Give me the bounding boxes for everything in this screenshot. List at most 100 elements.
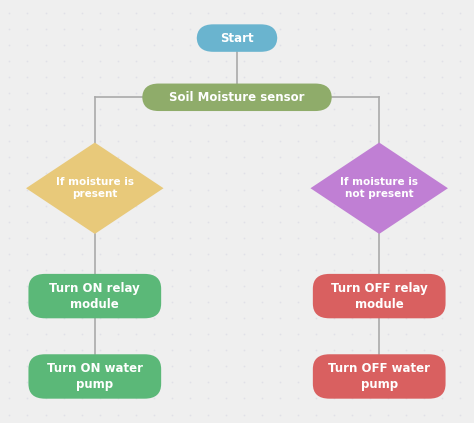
Point [366, 9, 374, 16]
Point [348, 25, 356, 32]
Point [132, 41, 139, 48]
Point [258, 186, 265, 193]
Point [96, 90, 103, 96]
Point [222, 266, 229, 273]
Point [330, 170, 337, 177]
Point [42, 299, 49, 305]
Point [42, 90, 49, 96]
Point [222, 41, 229, 48]
Point [366, 218, 374, 225]
Point [222, 138, 229, 145]
Point [186, 250, 193, 257]
Point [114, 74, 121, 80]
Point [348, 266, 356, 273]
Point [348, 363, 356, 370]
Point [258, 347, 265, 354]
Point [348, 138, 356, 145]
Point [78, 186, 85, 193]
Point [258, 315, 265, 321]
Point [24, 266, 31, 273]
Point [78, 74, 85, 80]
Point [6, 218, 13, 225]
Point [132, 25, 139, 32]
Point [222, 170, 229, 177]
Point [60, 315, 67, 321]
Point [294, 347, 301, 354]
Point [420, 363, 428, 370]
Point [114, 347, 121, 354]
Point [312, 138, 319, 145]
Point [438, 250, 446, 257]
Point [60, 58, 67, 64]
Point [132, 74, 139, 80]
Point [114, 170, 121, 177]
Polygon shape [26, 143, 164, 234]
Point [330, 347, 337, 354]
Point [186, 41, 193, 48]
Point [186, 283, 193, 289]
Point [96, 395, 103, 402]
Point [204, 106, 211, 113]
Point [222, 347, 229, 354]
Point [294, 74, 301, 80]
Point [42, 379, 49, 386]
Point [420, 266, 428, 273]
Point [456, 170, 464, 177]
Point [366, 266, 374, 273]
Point [438, 138, 446, 145]
Point [132, 250, 139, 257]
Point [330, 379, 337, 386]
Point [294, 363, 301, 370]
FancyBboxPatch shape [28, 354, 161, 398]
Point [150, 234, 157, 241]
Point [438, 266, 446, 273]
Point [348, 395, 356, 402]
Point [42, 58, 49, 64]
Point [456, 283, 464, 289]
Point [168, 299, 175, 305]
Point [96, 299, 103, 305]
Point [168, 138, 175, 145]
Point [294, 234, 301, 241]
Point [186, 363, 193, 370]
Point [60, 202, 67, 209]
Point [456, 266, 464, 273]
Point [456, 74, 464, 80]
Point [114, 90, 121, 96]
Point [420, 74, 428, 80]
Point [168, 74, 175, 80]
Text: If moisture is
not present: If moisture is not present [340, 177, 418, 199]
Point [204, 379, 211, 386]
Point [312, 154, 319, 161]
Point [420, 299, 428, 305]
Point [258, 154, 265, 161]
Point [132, 347, 139, 354]
Point [168, 411, 175, 418]
Point [294, 122, 301, 129]
Point [204, 170, 211, 177]
Point [384, 250, 392, 257]
Point [24, 138, 31, 145]
Point [42, 170, 49, 177]
Point [366, 331, 374, 338]
Point [96, 283, 103, 289]
Point [456, 315, 464, 321]
Point [348, 315, 356, 321]
Point [312, 395, 319, 402]
Point [438, 299, 446, 305]
Point [42, 250, 49, 257]
Point [222, 154, 229, 161]
Point [222, 363, 229, 370]
Point [204, 299, 211, 305]
Point [294, 186, 301, 193]
Point [456, 138, 464, 145]
Point [42, 395, 49, 402]
Point [276, 25, 283, 32]
Point [384, 9, 392, 16]
Point [96, 58, 103, 64]
Point [96, 250, 103, 257]
Point [204, 347, 211, 354]
Point [366, 74, 374, 80]
Point [420, 122, 428, 129]
Point [222, 122, 229, 129]
